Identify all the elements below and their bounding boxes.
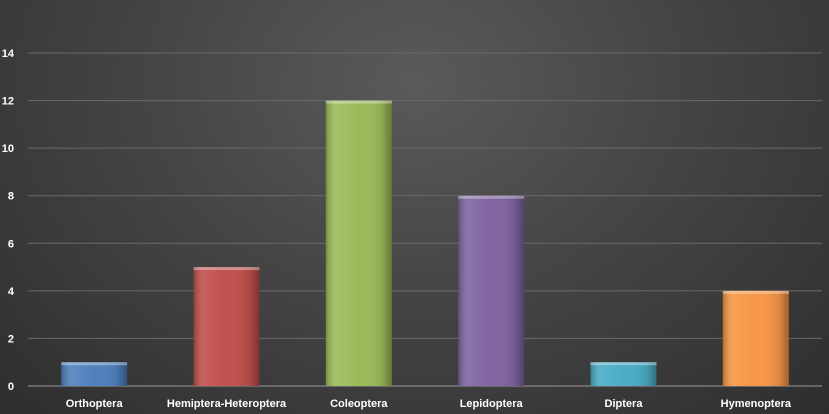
x-category-label: Lepidoptera: [460, 398, 524, 410]
bar-shading: [458, 195, 525, 386]
bar-orthoptera: [61, 362, 128, 386]
y-axis-tick-labels: 0 2 4 6 8 10 12 14: [2, 48, 15, 393]
bar-shading: [193, 267, 260, 386]
x-category-label: Orthoptera: [66, 398, 124, 410]
bar-top-bevel: [193, 267, 260, 271]
bar-lepidoptera: [458, 195, 525, 386]
y-tick-label: 6: [8, 238, 14, 250]
bar-top-bevel: [590, 362, 657, 366]
y-tick-label: 14: [2, 48, 15, 60]
bar-shading: [325, 100, 392, 387]
gridlines: [28, 52, 822, 387]
bar-hymenoptera: [722, 290, 789, 386]
y-tick-label: 0: [8, 381, 14, 393]
x-category-label: Coleoptera: [330, 398, 388, 410]
bar-top-bevel: [458, 195, 525, 199]
bar-hemiptera-heteroptera: [193, 267, 260, 386]
x-axis-category-labels: Orthoptera Hemiptera-Heteroptera Coleopter…: [66, 398, 792, 410]
bar-shading: [722, 290, 789, 386]
bar-shading: [61, 362, 128, 386]
y-tick-label: 10: [2, 143, 14, 155]
y-tick-label: 8: [8, 191, 14, 203]
y-tick-label: 2: [8, 333, 14, 345]
y-tick-label: 4: [8, 286, 15, 298]
bar-top-bevel: [722, 290, 789, 294]
x-category-label: Diptera: [605, 398, 644, 410]
bar-shading: [590, 362, 657, 386]
bar-coleoptera: [325, 100, 392, 387]
x-category-label: Hymenoptera: [721, 398, 792, 410]
y-tick-label: 12: [2, 96, 14, 108]
bar-top-bevel: [325, 100, 392, 104]
bars: [61, 100, 789, 387]
x-category-label: Hemiptera-Heteroptera: [167, 398, 287, 410]
bar-diptera: [590, 362, 657, 386]
bar-top-bevel: [61, 362, 128, 366]
